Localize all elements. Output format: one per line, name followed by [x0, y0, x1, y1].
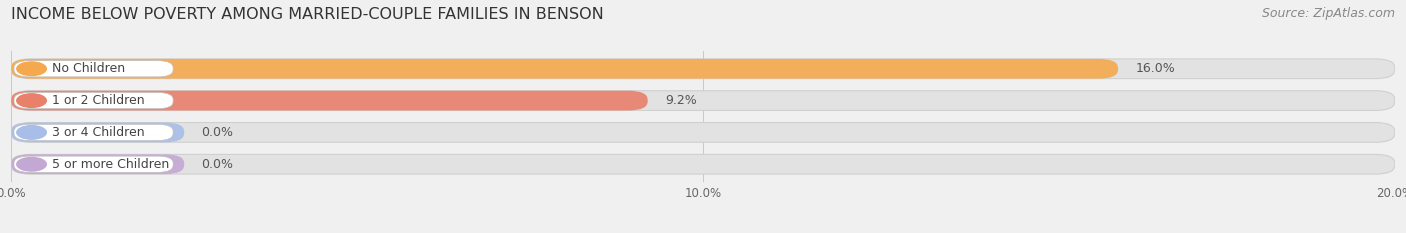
FancyBboxPatch shape: [11, 91, 1395, 110]
FancyBboxPatch shape: [11, 59, 1395, 79]
FancyBboxPatch shape: [14, 156, 173, 172]
FancyBboxPatch shape: [11, 123, 1395, 142]
Text: 1 or 2 Children: 1 or 2 Children: [52, 94, 145, 107]
Text: 0.0%: 0.0%: [201, 158, 233, 171]
Text: No Children: No Children: [52, 62, 125, 75]
Text: Source: ZipAtlas.com: Source: ZipAtlas.com: [1261, 7, 1395, 20]
Text: INCOME BELOW POVERTY AMONG MARRIED-COUPLE FAMILIES IN BENSON: INCOME BELOW POVERTY AMONG MARRIED-COUPL…: [11, 7, 605, 22]
FancyBboxPatch shape: [14, 93, 173, 109]
FancyBboxPatch shape: [11, 154, 1395, 174]
Text: 5 or more Children: 5 or more Children: [52, 158, 169, 171]
FancyBboxPatch shape: [11, 91, 648, 110]
Circle shape: [17, 126, 46, 139]
FancyBboxPatch shape: [14, 124, 173, 140]
Circle shape: [17, 62, 46, 75]
Text: 3 or 4 Children: 3 or 4 Children: [52, 126, 145, 139]
Text: 16.0%: 16.0%: [1136, 62, 1175, 75]
Text: 0.0%: 0.0%: [201, 126, 233, 139]
Circle shape: [17, 94, 46, 107]
FancyBboxPatch shape: [11, 59, 1118, 79]
FancyBboxPatch shape: [11, 123, 184, 142]
FancyBboxPatch shape: [14, 61, 173, 77]
Text: 9.2%: 9.2%: [665, 94, 697, 107]
FancyBboxPatch shape: [11, 154, 184, 174]
Circle shape: [17, 158, 46, 171]
